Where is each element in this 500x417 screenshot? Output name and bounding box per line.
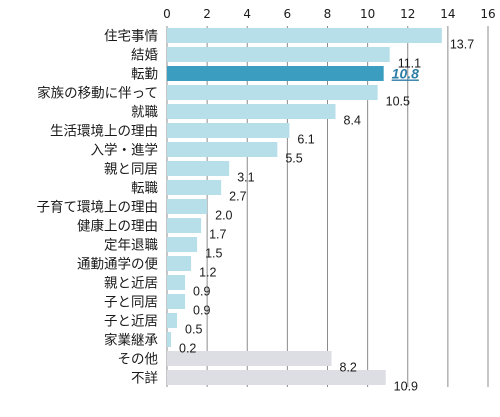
value-label-7: 5.5 — [285, 152, 302, 166]
value-label-3: 10.8 — [392, 66, 419, 82]
value-label-14: 0.9 — [193, 285, 210, 299]
category-label-9: 転職 — [131, 181, 158, 197]
bar-3 — [167, 66, 384, 81]
x-tick-label-16: 16 — [480, 7, 495, 21]
value-label-18: 8.2 — [340, 361, 357, 375]
value-label-12: 1.5 — [205, 247, 222, 261]
x-tick-label-0: 0 — [163, 7, 171, 21]
value-label-9: 2.7 — [229, 190, 246, 204]
category-label-17: 家業継承 — [104, 332, 158, 349]
value-labels: 13.7 11.110.8 10.5 8.4 6.1 5.5 3.1 2.7 2.0 1.7 1.5… — [179, 38, 474, 394]
bar-5 — [167, 104, 336, 119]
bar-10 — [167, 199, 208, 214]
value-label-6: 6.1 — [297, 133, 314, 147]
category-label-6: 生活環境上の理由 — [50, 124, 158, 140]
x-tick-label-8: 8 — [324, 7, 332, 21]
bar-1 — [167, 28, 442, 43]
category-label-1: 住宅事情 — [104, 29, 158, 45]
x-tick-label-2: 2 — [203, 7, 211, 21]
value-label-10: 2.0 — [215, 209, 232, 223]
category-label-4: 家族の移動に伴って — [37, 85, 158, 102]
x-tick-label-10: 10 — [360, 7, 375, 21]
bar-8 — [167, 161, 230, 176]
x-tick-label-14: 14 — [440, 7, 455, 21]
category-labels: 住宅事情結婚転勤家族の移動に伴って就職生活環境上の理由入学・進学親と同居転職子育… — [37, 29, 159, 387]
bar-11 — [167, 218, 202, 233]
value-label-11: 1.7 — [209, 228, 226, 242]
category-label-2: 結婚 — [131, 48, 158, 64]
bar-9 — [167, 180, 222, 195]
bar-17 — [167, 332, 172, 347]
category-label-18: その他 — [118, 352, 159, 368]
category-label-11: 健康上の理由 — [77, 218, 158, 235]
x-tick-label-12: 12 — [400, 7, 415, 21]
category-label-13: 通勤通学の便 — [77, 257, 158, 273]
x-tick-label-6: 6 — [284, 7, 292, 21]
bar-2 — [167, 47, 390, 62]
value-label-13: 1.2 — [199, 266, 216, 280]
value-label-4: 10.5 — [386, 95, 410, 109]
category-label-16: 子と近居 — [104, 314, 158, 330]
x-tick-label-4: 4 — [243, 7, 251, 21]
value-label-15: 0.9 — [193, 304, 210, 318]
value-label-1: 13.7 — [450, 38, 474, 52]
bars — [167, 28, 442, 385]
value-label-17: 0.2 — [179, 342, 196, 356]
category-label-5: 就職 — [131, 105, 158, 121]
bar-7 — [167, 142, 278, 157]
bar-6 — [167, 123, 290, 138]
bar-12 — [167, 237, 198, 252]
category-label-7: 入学・進学 — [91, 143, 159, 159]
value-label-19: 10.9 — [394, 380, 418, 394]
value-label-8: 3.1 — [237, 171, 254, 185]
value-label-5: 8.4 — [344, 114, 361, 128]
bar-16 — [167, 313, 178, 328]
bar-19 — [167, 370, 386, 385]
category-label-19: 不詳 — [131, 371, 158, 387]
bar-18 — [167, 351, 332, 366]
category-label-15: 子と同居 — [104, 295, 158, 311]
category-label-12: 定年退職 — [104, 238, 158, 254]
bar-4 — [167, 85, 378, 100]
bar-13 — [167, 256, 192, 271]
value-label-2: 11.1 — [398, 57, 421, 71]
category-label-3: 転勤 — [131, 67, 158, 83]
value-label-16: 0.5 — [185, 323, 202, 337]
bar-14 — [167, 275, 186, 290]
bar-15 — [167, 294, 186, 309]
x-axis-ticks: 0 2 4 6 8 10 12 14 16 — [163, 7, 495, 21]
category-label-14: 親と近居 — [104, 276, 158, 292]
category-label-10: 子育て環境上の理由 — [37, 200, 159, 216]
category-label-8: 親と同居 — [104, 162, 158, 178]
